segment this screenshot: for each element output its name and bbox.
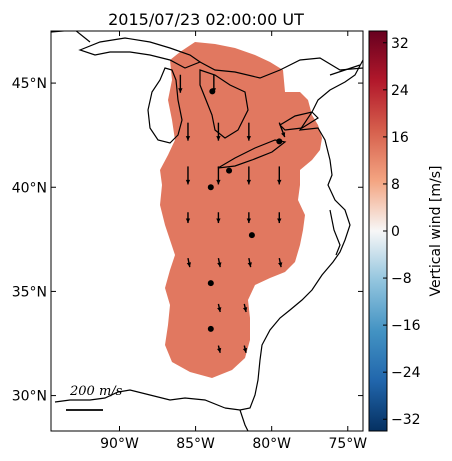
colorbar-tick-label: −24 [391,365,421,381]
wind-vector-head [211,88,217,93]
colorbar-tick-label: 24 [391,83,409,99]
vertical-wind-field-region [160,42,322,378]
wind-vector-head [217,262,222,268]
wind-vector-head [278,262,283,268]
coastlines [51,31,363,431]
wind-vector [216,122,221,141]
wind-vector-head [185,218,191,224]
wind-vector [211,74,217,93]
wind-vector [185,212,191,224]
y-tick-label: 30°N [12,389,47,405]
wind-vector [216,212,221,224]
x-tick-label: 85°W [176,436,215,452]
lake-michigan [147,67,183,144]
colorbar-tick-label: −8 [391,271,412,287]
wind-vector-head [185,136,191,141]
x-tick-label: 80°W [252,436,291,452]
y-tick-label: 45°N [12,76,47,92]
wind-vectors [178,74,286,353]
wind-vector-head [246,218,252,224]
wind-vector-head [281,132,286,138]
wind-vector-head [186,262,192,268]
colorbar-tick-label: 8 [391,177,400,193]
colorbar-tick-label: 16 [391,130,409,146]
vertical-wind-field [160,42,322,378]
colorbar-tick-label: 0 [391,224,400,240]
wind-vector-head [185,179,191,185]
gulf-coast [54,389,226,409]
station-marker [207,280,214,287]
lake-superior [78,37,202,69]
wind-vector [242,345,248,353]
wind-vector-head [242,347,248,353]
station-marker [276,138,283,145]
wind-vector [278,122,286,138]
lake-huron [199,69,249,139]
colorbar: −32 −24 −16 −8 0 8 16 24 32 Vertical wind [m/s] [368,30,444,432]
wind-vector [242,303,248,313]
wind-vector-head [247,262,252,268]
wind-vector-head [242,307,248,313]
wind-vector [217,345,222,353]
wind-vector [277,212,282,224]
wind-vector [278,257,283,268]
scale-arrow-label: 200 m/s [69,384,123,399]
wind-vector [247,257,252,268]
wind-vector-head [216,136,221,141]
wind-vector-head [246,136,252,141]
lake-erie [217,139,287,169]
colorbar-label: Vertical wind [m/s] [428,166,444,297]
y-tick-label: 35°N [12,284,47,300]
map-area: 200 m/s [51,31,363,431]
wind-vector [246,122,252,141]
wind-vector [246,166,252,185]
wind-vector-head [217,347,222,353]
station-marker [226,167,233,174]
chesapeake [329,209,341,256]
plot-frame [50,30,364,432]
wind-vector [217,257,222,268]
wind-vector-head [178,88,183,93]
wind-vector-head [217,307,222,313]
wind-vector [217,303,222,313]
colorbar-ticks: −32 −24 −16 −8 0 8 16 24 32 [383,36,421,428]
wind-vector-head [277,218,282,224]
wind-vector-head [246,179,252,185]
wind-vector-head [216,179,221,185]
scale-arrow-group: 200 m/s [66,384,123,411]
wind-vector-head [216,218,221,224]
colorbar-tick-label: 32 [391,36,409,52]
lake-ontario [279,111,319,131]
y-axis: 30°N 35°N 40°N 45°N [12,76,363,405]
wind-vector [186,257,192,268]
wind-vector [277,166,282,185]
x-tick-label: 75°W [328,436,367,452]
x-tick-label: 90°W [100,436,139,452]
wind-vector [185,166,191,185]
station-marker [207,184,214,191]
colorbar-tick-label: −16 [391,318,421,334]
station-marker [207,325,214,332]
florida-coast [239,409,249,431]
wind-vector-head [277,179,282,185]
y-tick-label: 40°N [12,180,47,196]
colorbar-tick-label: −32 [391,412,421,428]
wind-vector [185,122,191,141]
station-marker [248,232,255,239]
wind-vector [246,212,252,224]
northeast-coast [329,64,361,76]
chart-title: 2015/07/23 02:00:00 UT [108,10,304,29]
x-axis: 90°W 85°W 80°W 75°W [100,31,367,452]
wind-vector [178,74,183,93]
wind-vector [216,166,221,185]
